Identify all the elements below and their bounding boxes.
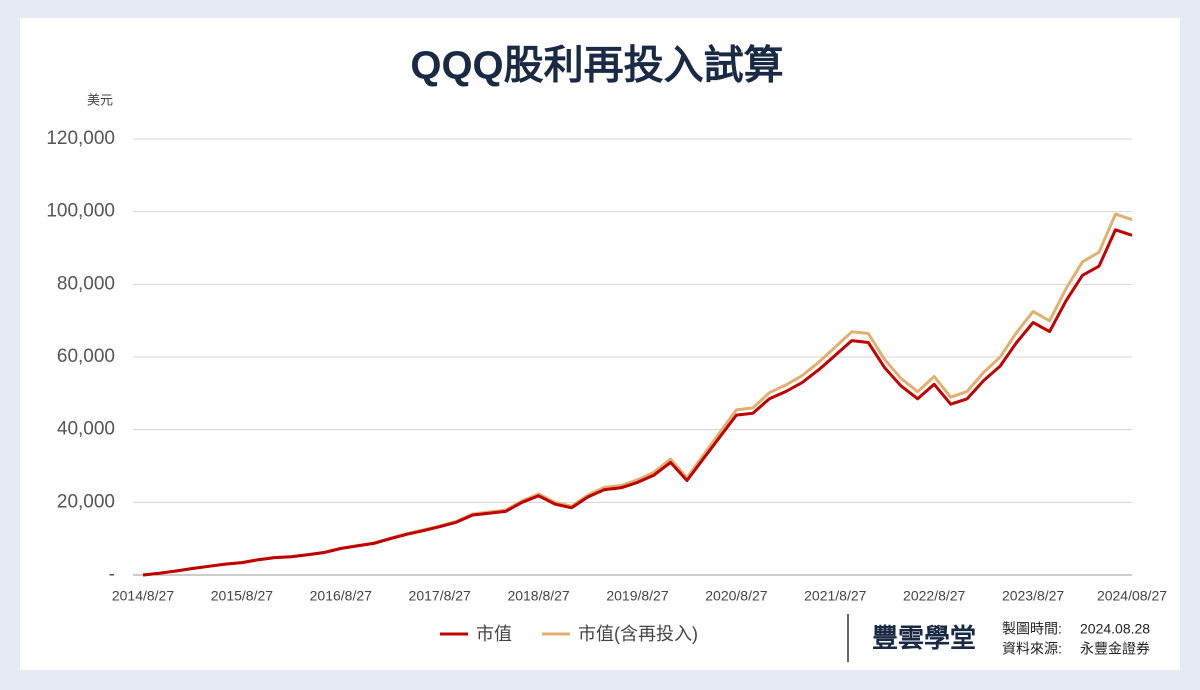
card [20,18,1180,670]
brand: 豐雲學堂 [872,623,976,653]
y-unit: 美元 [87,92,113,107]
date: 2024.08.28 [1080,621,1150,637]
x-tick-label: 2018/8/27 [507,588,569,604]
y-tick-label: - [109,564,115,585]
y-tick-label: 60,000 [57,346,115,367]
x-tick-label: 2022/8/27 [903,588,965,604]
line-series [142,228,1133,577]
x-tick-label: 2019/8/27 [606,588,668,604]
date-label: 製圖時間: [1002,621,1062,637]
legend-label: 市值(含再投入) [578,624,698,644]
x-tick-label: 2015/8/27 [211,588,273,604]
x-tick-label: 2020/8/27 [705,588,767,604]
y-tick-label: 120,000 [46,128,115,149]
y-tick-label: 80,000 [57,273,115,294]
x-tick-label: 2014/8/27 [112,588,174,604]
x-tick-label: 2023/8/27 [1002,588,1064,604]
source: 永豐金證券 [1080,641,1150,657]
legend-label: 市值 [476,624,512,644]
x-tick-label: 2017/8/27 [409,588,471,604]
source-label: 資料來源: [1002,641,1062,657]
x-tick-label: 2021/8/27 [804,588,866,604]
y-tick-label: 20,000 [57,491,115,512]
y-tick-label: 100,000 [46,201,115,222]
y-tick-label: 40,000 [57,419,115,440]
x-tick-label: 2024/08/27 [1097,588,1167,604]
x-tick-label: 2016/8/27 [310,588,372,604]
chart-title: QQQ股利再投入試算 [410,44,783,88]
